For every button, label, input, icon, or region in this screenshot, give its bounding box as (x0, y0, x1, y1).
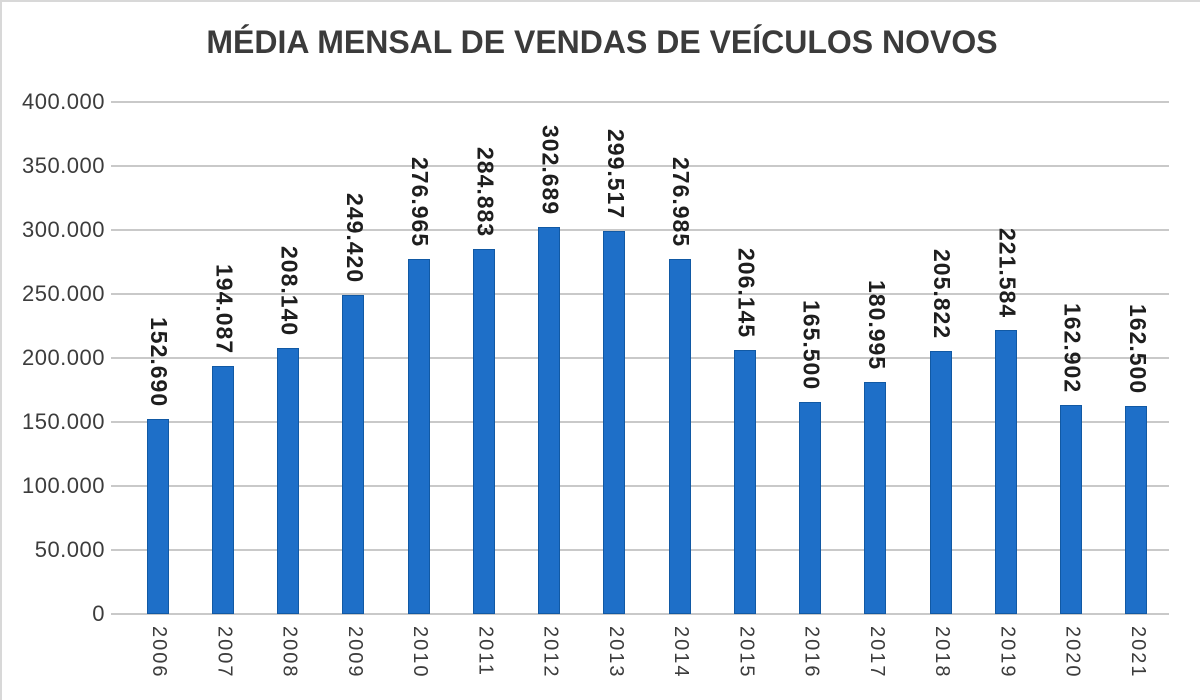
data-label: 162.902 (1059, 302, 1086, 393)
x-axis-label: 2012 (539, 626, 562, 679)
bar-2020 (1060, 405, 1082, 614)
y-tick (111, 165, 125, 167)
x-axis-label: 2008 (278, 626, 301, 679)
y-tick (111, 421, 125, 423)
y-axis-label: 200.000 (21, 345, 105, 370)
bar-2013 (603, 231, 625, 614)
y-axis-label: 350.000 (21, 153, 105, 178)
bar-2012 (538, 227, 560, 614)
x-axis-label: 2010 (409, 626, 432, 679)
gridline (125, 421, 1169, 423)
data-label: 206.145 (733, 247, 760, 338)
data-label: 276.965 (407, 156, 434, 247)
gridline (125, 229, 1169, 231)
data-label: 165.500 (798, 299, 825, 390)
y-axis-label: 100.000 (21, 473, 105, 498)
x-axis-label: 2014 (670, 626, 693, 679)
y-tick (111, 357, 125, 359)
bar-2007 (212, 366, 234, 614)
y-axis-label: 0 (92, 601, 105, 626)
bar-2016 (799, 402, 821, 614)
chart-title: MÉDIA MENSAL DE VENDAS DE VEÍCULOS NOVOS (206, 24, 998, 60)
data-label: 302.689 (537, 124, 564, 215)
data-label: 152.690 (146, 316, 173, 407)
y-axis-label: 50.000 (34, 537, 105, 562)
data-label: 208.140 (276, 245, 303, 336)
bar-2009 (342, 295, 364, 614)
data-label: 284.883 (472, 146, 499, 237)
y-axis-label: 250.000 (21, 281, 105, 306)
data-label: 299.517 (602, 128, 629, 219)
y-tick (111, 101, 125, 103)
x-axis-label: 2015 (735, 626, 758, 679)
bar-2019 (995, 330, 1017, 614)
data-label: 221.584 (994, 227, 1021, 318)
bar-2015 (734, 350, 756, 614)
y-tick (111, 549, 125, 551)
gridline (125, 165, 1169, 167)
y-tick (111, 293, 125, 295)
x-axis-label: 2007 (213, 626, 236, 679)
data-label: 180.995 (863, 279, 890, 370)
gridline (125, 549, 1169, 551)
gridline (125, 101, 1169, 103)
bar-2008 (277, 348, 299, 614)
data-label: 162.500 (1124, 303, 1151, 394)
gridline (125, 485, 1169, 487)
x-axis-label: 2006 (148, 626, 171, 679)
bar-2014 (669, 259, 691, 614)
bar-2021 (1125, 406, 1147, 614)
y-axis-label: 400.000 (21, 89, 105, 114)
x-axis-label: 2021 (1126, 626, 1149, 679)
x-axis-label: 2020 (1061, 626, 1084, 679)
bar-2006 (147, 419, 169, 614)
gridline (125, 293, 1169, 295)
x-axis-label: 2011 (474, 626, 497, 678)
bar-2011 (473, 249, 495, 614)
x-axis-label: 2017 (865, 626, 888, 679)
x-axis-label: 2016 (800, 626, 823, 679)
x-axis-label: 2013 (604, 626, 627, 679)
y-axis-label: 150.000 (21, 409, 105, 434)
x-axis-label: 2019 (996, 626, 1019, 679)
y-axis-label: 300.000 (21, 217, 105, 242)
bar-2017 (864, 382, 886, 614)
gridline (125, 357, 1169, 359)
y-tick (111, 613, 125, 615)
bar-2010 (408, 259, 430, 614)
data-label: 205.822 (929, 248, 956, 339)
y-tick (111, 229, 125, 231)
data-label: 194.087 (211, 263, 238, 354)
data-label: 276.985 (668, 156, 695, 247)
data-label: 249.420 (341, 192, 368, 283)
x-axis-label: 2018 (931, 626, 954, 679)
y-tick (111, 485, 125, 487)
x-axis-label: 2009 (343, 626, 366, 679)
bar-2018 (930, 351, 952, 614)
x-axis-line (125, 613, 1169, 615)
